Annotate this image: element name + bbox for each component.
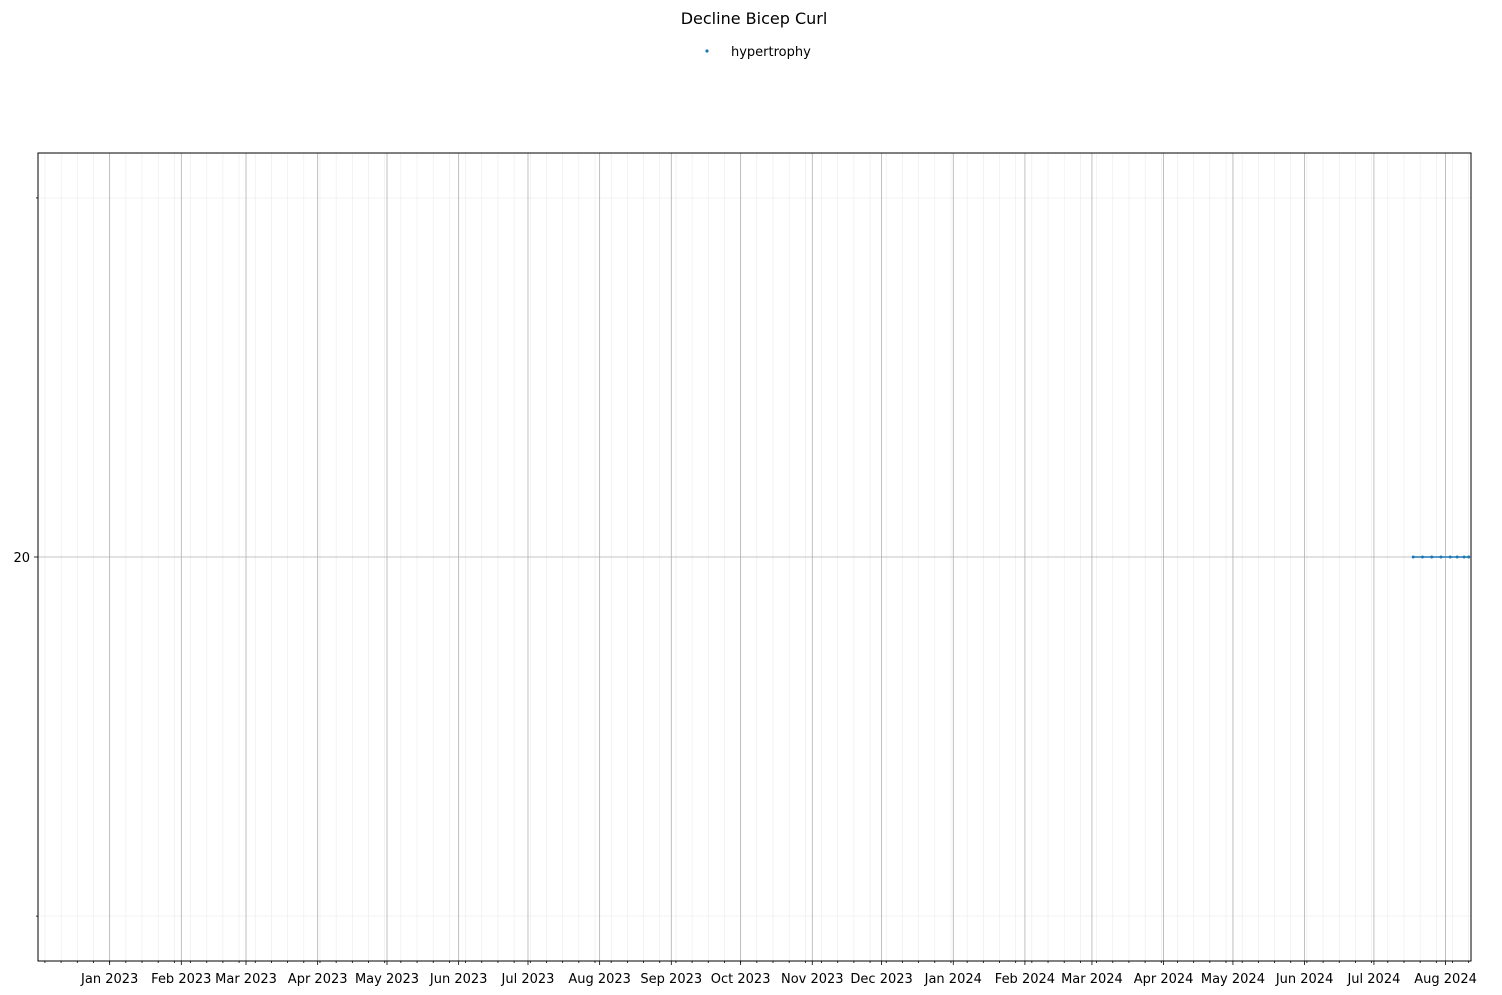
x-tick-label: Jan 2023 xyxy=(80,972,138,987)
x-tick-label: Jul 2024 xyxy=(1346,972,1400,987)
x-axis-ticks: Jan 2023 Feb 2023 Mar 2023 Apr 2023 May 2023… xyxy=(44,961,1477,987)
x-tick-label: Jun 2023 xyxy=(429,972,488,987)
x-tick-label: Dec 2023 xyxy=(850,972,912,987)
data-point xyxy=(1430,555,1434,559)
x-tick-label: Mar 2023 xyxy=(215,972,277,987)
data-point xyxy=(1420,555,1424,559)
x-tick-label: May 2023 xyxy=(355,972,419,987)
x-tick-label: Sep 2023 xyxy=(640,972,702,987)
chart-title: Decline Bicep Curl xyxy=(681,9,828,28)
x-tick-label: Feb 2023 xyxy=(151,972,211,987)
y-tick-label: 20 xyxy=(13,551,30,566)
legend: hypertrophy xyxy=(705,45,811,60)
data-point xyxy=(1448,555,1452,559)
x-tick-label: Mar 2024 xyxy=(1061,972,1123,987)
x-tick-label: Jul 2023 xyxy=(501,972,555,987)
x-tick-label: Aug 2023 xyxy=(568,972,631,987)
data-point xyxy=(1455,555,1459,559)
x-tick-label: Oct 2023 xyxy=(711,972,771,987)
y-axis-ticks: 20 xyxy=(13,197,38,917)
x-tick-label: Apr 2024 xyxy=(1134,972,1194,987)
series-layer xyxy=(1411,555,1471,559)
data-point xyxy=(1462,555,1466,559)
x-tick-label: Jun 2024 xyxy=(1275,972,1334,987)
major-grid xyxy=(38,153,1471,961)
data-point xyxy=(1467,555,1471,559)
x-tick-label: Nov 2023 xyxy=(781,972,844,987)
x-tick-label: Jan 2024 xyxy=(924,972,982,987)
data-point xyxy=(1411,555,1415,559)
data-point xyxy=(1439,555,1443,559)
x-tick-label: Aug 2024 xyxy=(1414,972,1477,987)
x-tick-label: Feb 2024 xyxy=(995,972,1055,987)
legend-marker-hypertrophy xyxy=(705,49,709,53)
x-tick-label: Apr 2023 xyxy=(288,972,348,987)
legend-label-hypertrophy: hypertrophy xyxy=(731,45,811,60)
x-tick-label: May 2024 xyxy=(1201,972,1265,987)
